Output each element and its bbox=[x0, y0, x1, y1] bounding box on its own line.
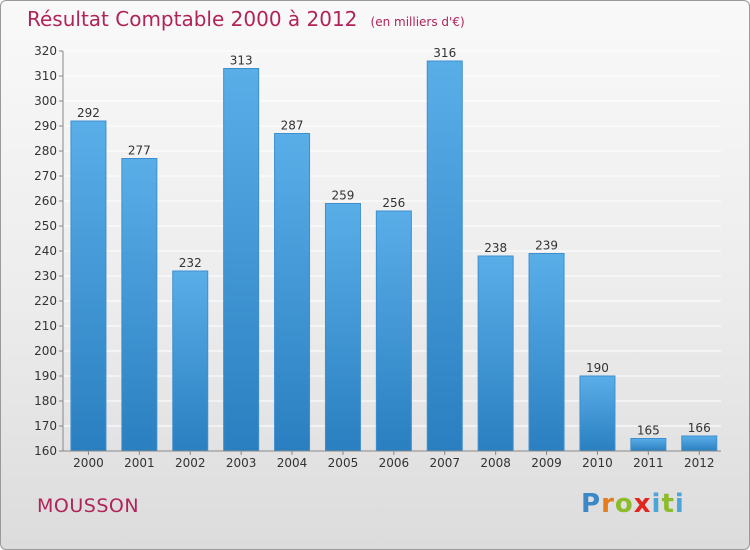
y-tick-label: 260 bbox=[34, 194, 57, 208]
y-tick-label: 210 bbox=[34, 319, 57, 333]
bar-2011 bbox=[630, 438, 667, 452]
x-tick-label: 2010 bbox=[582, 456, 613, 470]
data-label: 166 bbox=[688, 421, 711, 435]
y-tick-label: 170 bbox=[34, 419, 57, 433]
data-label: 165 bbox=[637, 424, 660, 438]
y-tick-label: 290 bbox=[34, 119, 57, 133]
data-label: 292 bbox=[77, 106, 100, 120]
bar-2007 bbox=[426, 60, 463, 452]
x-tick-label: 2012 bbox=[684, 456, 715, 470]
y-tick-label: 250 bbox=[34, 219, 57, 233]
y-tick-label: 220 bbox=[34, 294, 57, 308]
data-label: 277 bbox=[128, 144, 151, 158]
data-label: 232 bbox=[179, 256, 202, 270]
y-tick-label: 180 bbox=[34, 394, 57, 408]
x-tick-label: 2002 bbox=[175, 456, 206, 470]
proxiti-logo: Proxiti bbox=[581, 489, 685, 519]
data-label: 238 bbox=[484, 241, 507, 255]
bar-2006 bbox=[375, 210, 412, 452]
y-tick-label: 320 bbox=[34, 44, 57, 58]
axis-layer: 160 170 180 190 200 210 220 230 240 250 260 270 280 2… bbox=[34, 44, 721, 470]
bar-2008 bbox=[477, 255, 514, 452]
data-label: 259 bbox=[331, 189, 354, 203]
x-tick-label: 2007 bbox=[429, 456, 460, 470]
data-label: 190 bbox=[586, 361, 609, 375]
data-label: 239 bbox=[535, 239, 558, 253]
bar-2003 bbox=[223, 68, 260, 452]
y-tick-label: 310 bbox=[34, 69, 57, 83]
x-tick-label: 2011 bbox=[633, 456, 664, 470]
y-tick-label: 280 bbox=[34, 144, 57, 158]
x-tick-label: 2005 bbox=[328, 456, 359, 470]
bar-2002 bbox=[172, 270, 209, 452]
x-tick-label: 2008 bbox=[480, 456, 511, 470]
data-label: 313 bbox=[230, 54, 253, 68]
x-tick-label: 2000 bbox=[73, 456, 104, 470]
y-tick-label: 160 bbox=[34, 444, 57, 458]
commune-name: MOUSSON bbox=[37, 495, 140, 517]
data-label: 256 bbox=[382, 196, 405, 210]
y-tick-label: 270 bbox=[34, 169, 57, 183]
x-tick-label: 2004 bbox=[277, 456, 308, 470]
x-tick-label: 2006 bbox=[379, 456, 410, 470]
y-tick-label: 200 bbox=[34, 344, 57, 358]
bar-2010 bbox=[579, 375, 616, 452]
y-tick-label: 230 bbox=[34, 269, 57, 283]
y-tick-label: 240 bbox=[34, 244, 57, 258]
x-tick-label: 2009 bbox=[531, 456, 562, 470]
y-tick-label: 190 bbox=[34, 369, 57, 383]
chart-subtitle: (en milliers d'€) bbox=[370, 15, 465, 29]
data-label: 287 bbox=[281, 119, 304, 133]
bar-2001 bbox=[121, 158, 158, 452]
x-tick-label: 2001 bbox=[124, 456, 155, 470]
data-label: 316 bbox=[433, 46, 456, 60]
chart-title: Résultat Comptable 2000 à 2012 bbox=[27, 7, 358, 31]
x-tick-label: 2003 bbox=[226, 456, 257, 470]
label-layer: 292 277 232 313 287 259 256 316 238 239 190 165 166 bbox=[77, 46, 711, 438]
bar-2012 bbox=[681, 435, 718, 452]
bar-2004 bbox=[274, 133, 311, 452]
bar-2005 bbox=[324, 203, 361, 452]
bar-layer bbox=[70, 60, 718, 452]
y-tick-label: 300 bbox=[34, 94, 57, 108]
bar-2000 bbox=[70, 120, 107, 452]
bar-2009 bbox=[528, 253, 565, 452]
title-row: Résultat Comptable 2000 à 2012 (en milli… bbox=[27, 7, 465, 31]
